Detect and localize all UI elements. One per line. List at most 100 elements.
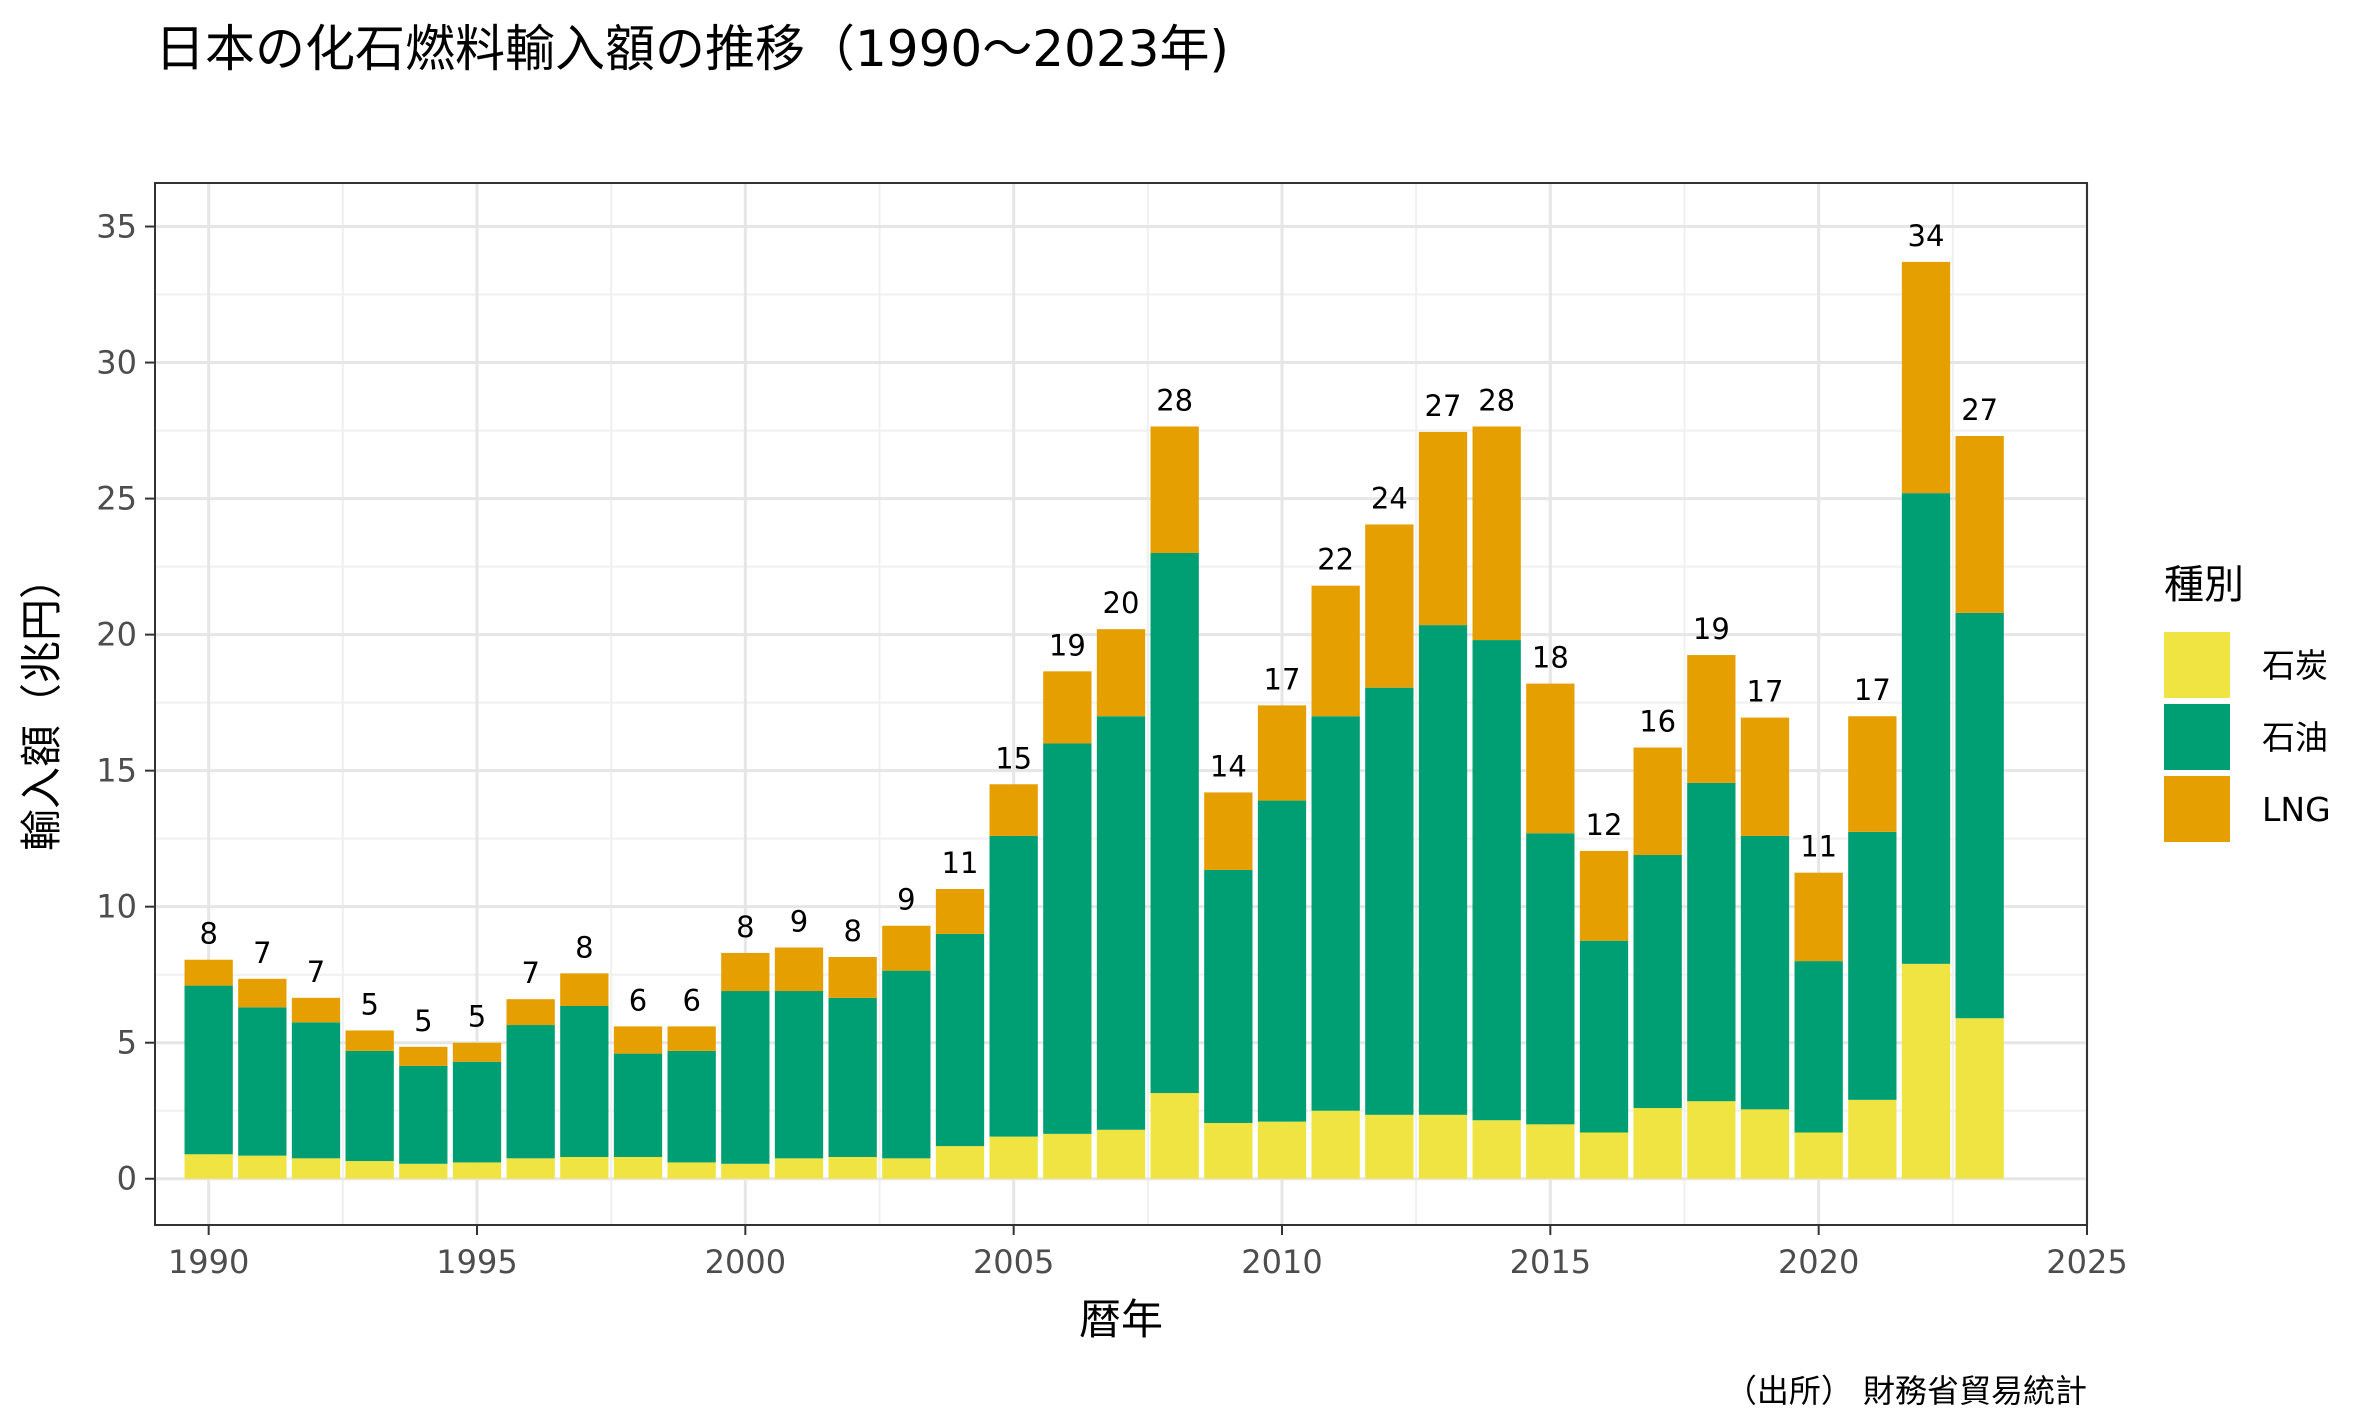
data-label: 28 [1156, 383, 1193, 417]
bar-segment [1311, 716, 1360, 1111]
bar-segment [1204, 1122, 1253, 1179]
bar-segment [560, 1156, 609, 1179]
bar-segment [238, 1155, 287, 1179]
bar-segment [828, 957, 877, 998]
bar-segment [1150, 1093, 1199, 1179]
bar-segment [1794, 961, 1843, 1133]
bar-segment [1687, 655, 1736, 783]
bar-segment [560, 1005, 609, 1157]
data-label: 19 [1693, 612, 1730, 646]
bar-segment [774, 991, 824, 1159]
bar-segment [1150, 553, 1199, 1094]
bar-segment [184, 959, 233, 986]
bar-segment [452, 1162, 502, 1179]
x-tick-label: 2025 [2046, 1243, 2127, 1281]
bar-segment [560, 973, 609, 1006]
x-tick-label: 2010 [1241, 1243, 1322, 1281]
bar-segment [774, 1158, 824, 1179]
data-label: 17 [1747, 675, 1784, 709]
legend-label: 石炭 [2262, 646, 2328, 685]
bar-segment [721, 1163, 770, 1179]
data-label: 22 [1317, 543, 1354, 577]
data-label: 9 [790, 904, 808, 938]
bar-segment [1418, 625, 1468, 1115]
x-tick-label: 2005 [973, 1243, 1054, 1281]
bar-segment [506, 999, 555, 1026]
bar-segment [238, 978, 287, 1008]
bar-segment [1848, 1099, 1897, 1179]
bar-segment [882, 1158, 931, 1179]
data-labels: 8 7 7 5 5 5 7 8 6 6 8 9 8 9 11 15 19 20 28 14 17 22 24 27 28 18 12… [199, 219, 1998, 1038]
x-tick-label: 1995 [436, 1243, 517, 1281]
bar-segment [1955, 1018, 2004, 1179]
bar-segment [345, 1161, 394, 1179]
bar-segment [1311, 1110, 1360, 1179]
bar-segment [1526, 683, 1575, 834]
bar-segment [1204, 869, 1253, 1123]
bars [184, 261, 2004, 1179]
data-label: 7 [307, 955, 325, 989]
bar-segment [1418, 431, 1468, 626]
y-axis: 0 5 10 15 20 25 30 35 [96, 208, 155, 1198]
bar-segment [1687, 782, 1736, 1102]
bar-segment [506, 1158, 555, 1179]
data-label: 7 [521, 956, 539, 990]
bar-segment [1901, 493, 1951, 964]
bar-segment [667, 1162, 716, 1179]
bar-segment [1740, 835, 1790, 1110]
bar-segment [452, 1042, 502, 1062]
bar-segment [1365, 524, 1414, 688]
legend-key [2164, 704, 2230, 770]
bar-segment [1257, 800, 1307, 1122]
data-label: 6 [629, 983, 647, 1017]
bar-segment [1955, 436, 2004, 613]
bar-segment [1472, 1120, 1521, 1179]
bar-segment [1794, 1132, 1843, 1179]
x-tick-label: 2020 [1778, 1243, 1859, 1281]
bar-segment [1472, 426, 1521, 641]
bar-segment [1150, 426, 1199, 554]
data-label: 14 [1210, 749, 1247, 783]
data-label: 12 [1586, 808, 1623, 842]
bar-segment [1526, 1124, 1575, 1179]
data-label: 7 [253, 936, 271, 970]
y-tick-label: 35 [96, 208, 137, 246]
bar-segment [1096, 1129, 1146, 1179]
bar-segment [1311, 585, 1360, 717]
bar-segment [882, 925, 931, 971]
bar-segment [238, 1007, 287, 1156]
bar-segment [1257, 1121, 1307, 1179]
bar-segment [399, 1046, 448, 1066]
data-label: 5 [360, 987, 378, 1021]
bar-segment [1365, 687, 1414, 1115]
data-label: 18 [1532, 641, 1569, 675]
bar-segment [1901, 261, 1951, 494]
source-caption: （出所） 財務省貿易統計 [1725, 1372, 2087, 1410]
bar-segment [1740, 717, 1790, 836]
data-label: 17 [1854, 673, 1891, 707]
bar-segment [1043, 743, 1092, 1134]
bar-segment [935, 1146, 985, 1179]
y-tick-label: 10 [96, 888, 137, 926]
bar-segment [989, 784, 1038, 836]
data-label: 8 [575, 930, 593, 964]
bar-segment [935, 889, 985, 934]
bar-segment [1794, 872, 1843, 962]
legend-label: LNG [2262, 790, 2331, 829]
bar-segment [1418, 1114, 1468, 1179]
bar-segment [1633, 1108, 1682, 1179]
data-label: 27 [1425, 389, 1462, 423]
bar-segment [1257, 705, 1307, 801]
bar-segment [1901, 963, 1951, 1179]
bar-segment [989, 835, 1038, 1137]
bar-segment [1955, 612, 2004, 1019]
bar-segment [291, 997, 341, 1023]
bar-segment [1472, 640, 1521, 1121]
x-tick-label: 2015 [1510, 1243, 1591, 1281]
bar-segment [828, 1156, 877, 1179]
bar-segment [613, 1156, 663, 1179]
data-label: 11 [942, 846, 979, 880]
data-label: 34 [1908, 219, 1945, 253]
